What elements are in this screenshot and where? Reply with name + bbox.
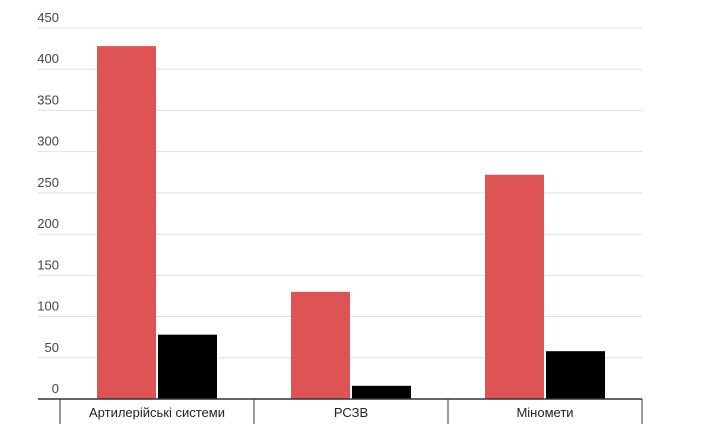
x-axis-categories: Артилерійські системи РСЗВ Міномети — [89, 405, 574, 420]
x-category-label: Міномети — [516, 405, 573, 420]
y-tick-label: 100 — [37, 299, 59, 314]
x-axis — [38, 398, 643, 424]
bar-red-1 — [291, 291, 350, 399]
bar-red-2 — [485, 174, 544, 399]
y-axis-ticks: 0 50 100 150 200 250 300 350 400 450 — [37, 10, 59, 396]
y-tick-label: 300 — [37, 134, 59, 149]
y-tick-label: 200 — [37, 216, 59, 231]
y-tick-label: 50 — [45, 340, 59, 355]
x-category-label: РСЗВ — [334, 405, 368, 420]
bars — [97, 46, 605, 399]
bar-red-0 — [97, 46, 156, 399]
y-tick-label: 350 — [37, 92, 59, 107]
y-tick-label: 250 — [37, 175, 59, 190]
bar-black-0 — [158, 334, 217, 399]
x-category-label: Артилерійські системи — [89, 405, 225, 420]
bar-black-1 — [352, 385, 411, 399]
y-tick-label: 150 — [37, 257, 59, 272]
bar-black-2 — [546, 351, 605, 399]
y-tick-label: 0 — [52, 381, 59, 396]
y-tick-label: 450 — [37, 10, 59, 25]
y-tick-label: 400 — [37, 51, 59, 66]
